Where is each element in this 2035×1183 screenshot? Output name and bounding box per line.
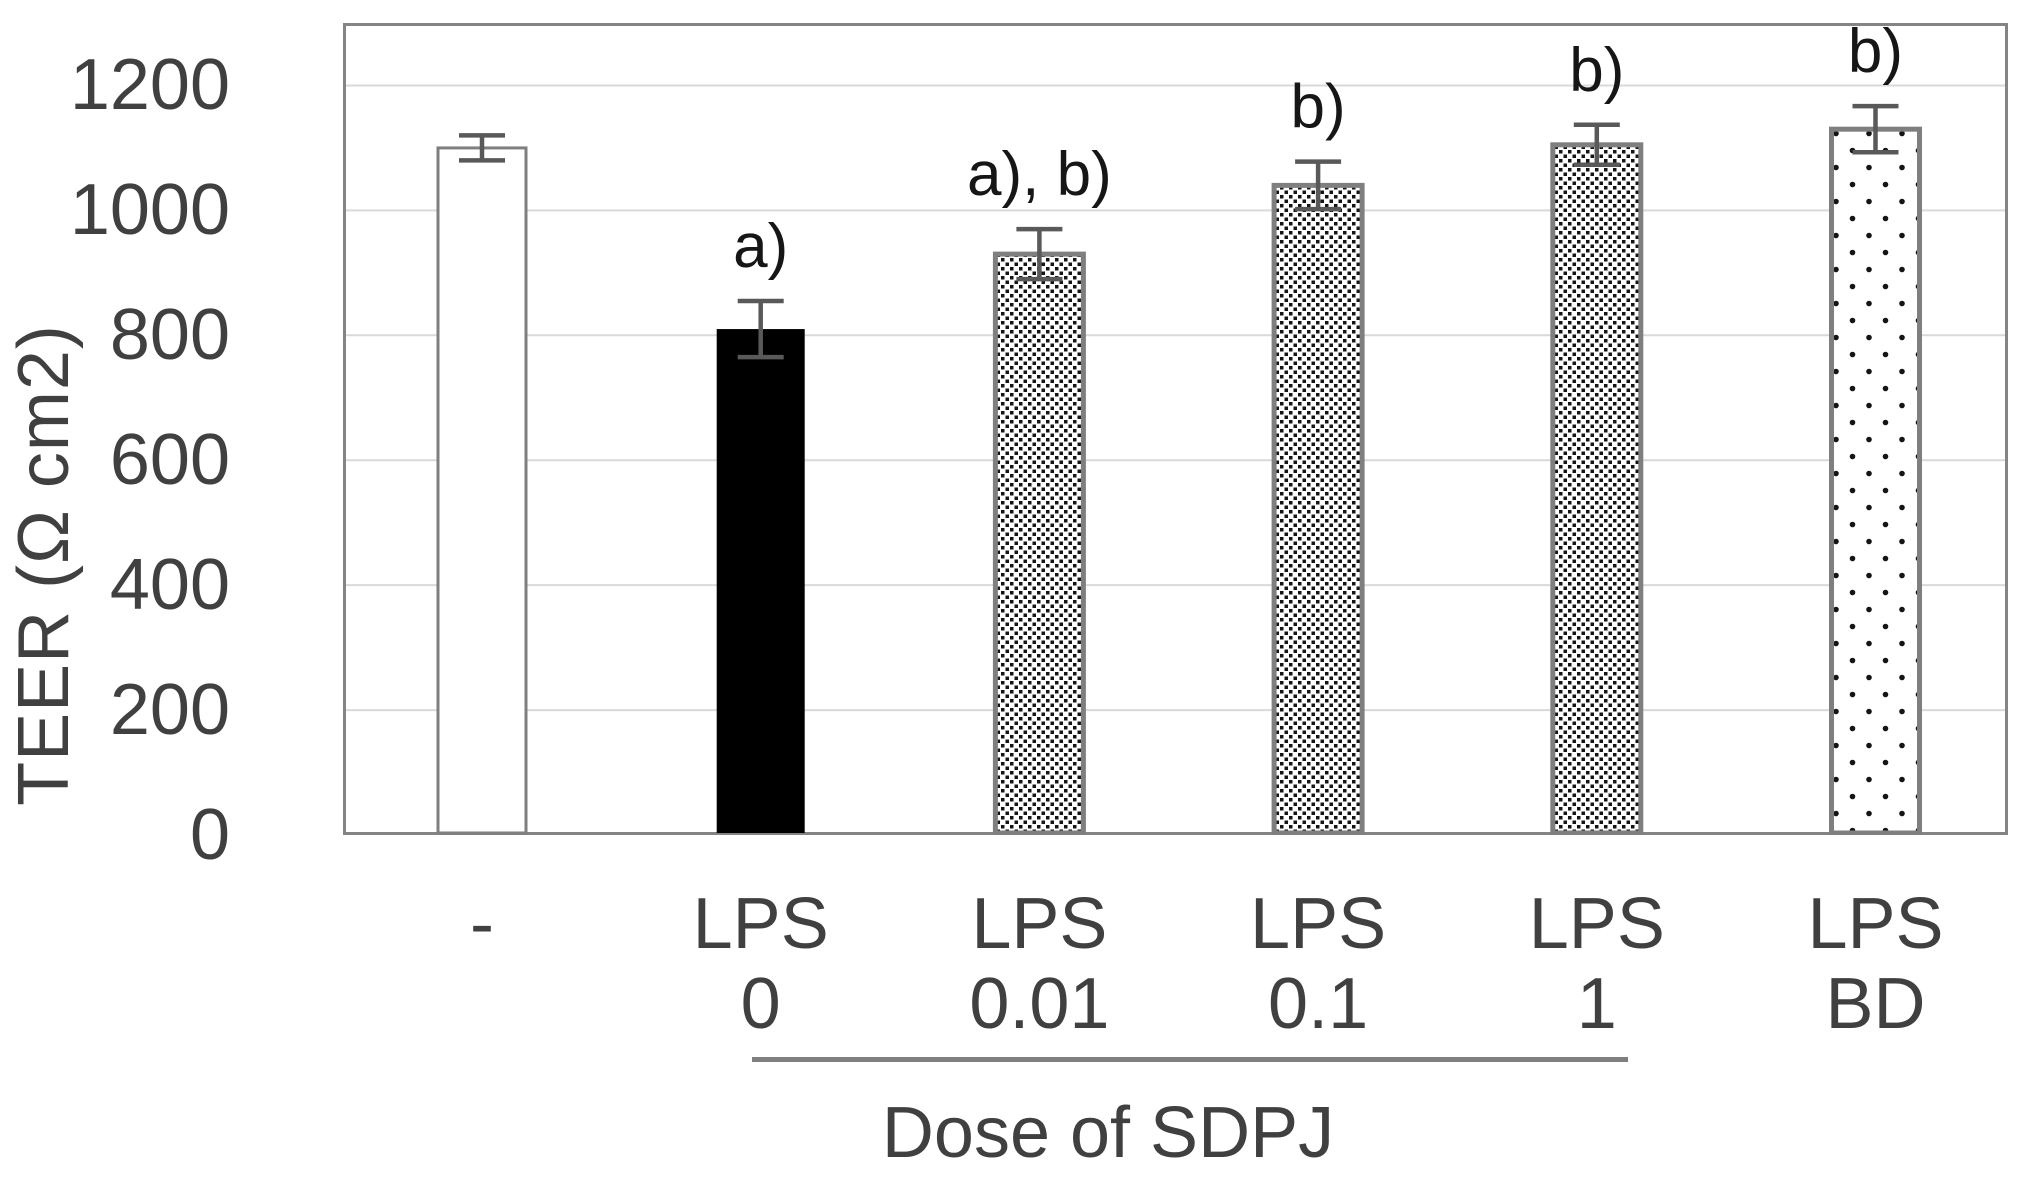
y-tick-label-200: 200	[109, 670, 230, 751]
x-category-label-1: LPS 0	[692, 884, 829, 1044]
y-tick-label-1000: 1000	[69, 170, 230, 251]
significance-label-5: b)	[1848, 23, 1903, 86]
error-bar-3	[1295, 159, 1342, 212]
x-axis-title: Dose of SDPJ (mg/mL)	[881, 1093, 1335, 1183]
chart-canvas: a) a), b) b) b) b)	[343, 23, 2008, 835]
dose-group-underline	[751, 1057, 1628, 1062]
bar-lps-0.1	[1271, 182, 1365, 835]
x-category-label-0: -	[470, 884, 494, 964]
significance-label-4: b)	[1569, 36, 1624, 105]
bar-lps-bd	[1829, 126, 1922, 835]
error-bar-2	[1016, 226, 1063, 282]
error-bar-4	[1573, 122, 1620, 168]
y-tick-label-600: 600	[109, 420, 230, 501]
x-category-label-4: LPS 1	[1528, 884, 1665, 1044]
y-tick-label-800: 800	[109, 295, 230, 376]
y-tick-label-400: 400	[109, 545, 230, 626]
x-category-label-3: LPS 0.1	[1250, 884, 1387, 1044]
significance-label-1: a)	[733, 212, 788, 281]
error-bar-5	[1852, 103, 1899, 155]
significance-label-2: a), b)	[967, 140, 1112, 209]
y-tick-label-0: 0	[189, 795, 230, 875]
error-bar-1	[737, 298, 784, 360]
x-category-label-5: LPS BD	[1807, 884, 1944, 1044]
y-tick-label-1200: 1200	[69, 45, 230, 126]
bar-lps-0	[716, 329, 805, 833]
error-bar-0	[459, 133, 505, 163]
bar-lps-1	[1550, 142, 1644, 835]
bar-lps-0.01	[992, 251, 1086, 835]
x-category-label-2: LPS 0.01	[969, 884, 1110, 1044]
plot-area: a) a), b) b) b) b)	[343, 23, 2008, 835]
significance-label-3: b)	[1291, 73, 1346, 142]
bar--	[436, 146, 528, 835]
plot-border	[343, 23, 2008, 835]
